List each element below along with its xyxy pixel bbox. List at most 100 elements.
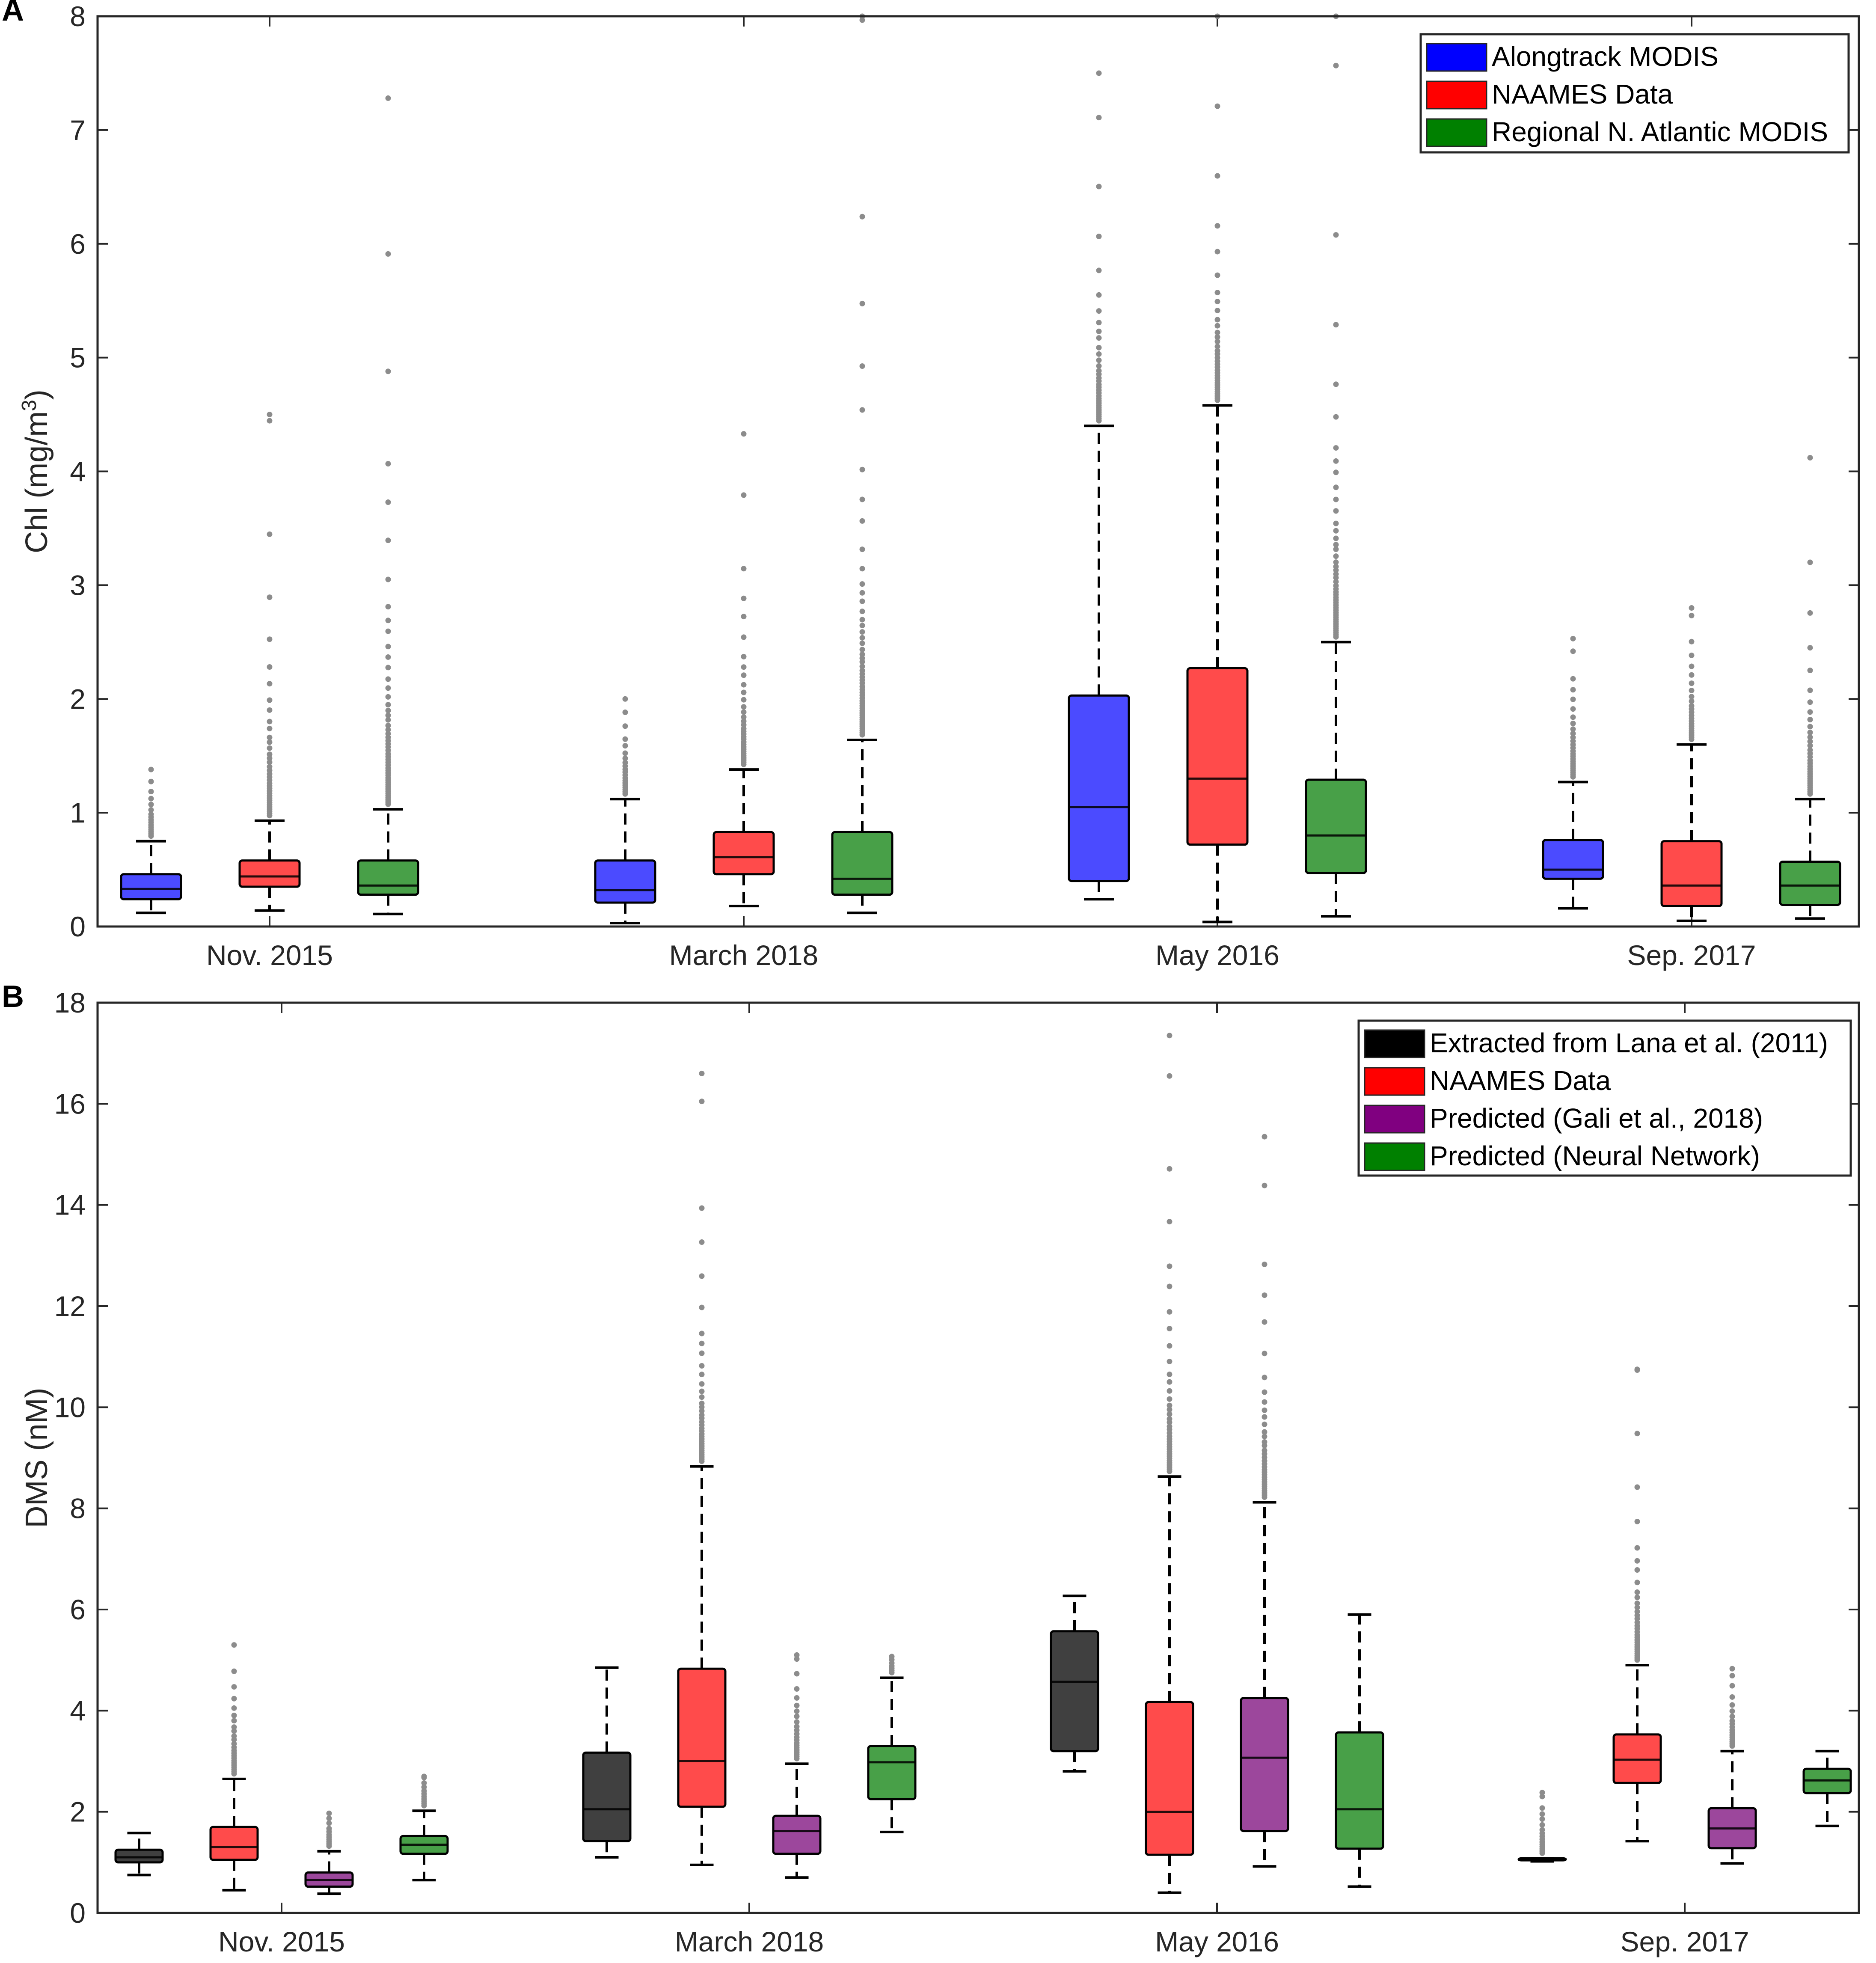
outlier-point: [622, 760, 628, 766]
x-tick-label: Nov. 2015: [218, 1926, 345, 1957]
outlier-point: [1167, 1402, 1172, 1408]
outlier-point: [1333, 458, 1339, 464]
outlier-point: [1262, 1319, 1267, 1325]
legend-label: NAAMES Data: [1492, 79, 1673, 110]
box-iqr: [1186, 667, 1249, 846]
outlier-point: [1807, 687, 1813, 693]
outlier-point: [1634, 1484, 1640, 1490]
outlier-point: [1214, 317, 1220, 323]
outlier-point: [1539, 1816, 1545, 1822]
outlier-point: [1570, 687, 1576, 693]
outlier-point: [231, 1684, 237, 1690]
outlier-point: [1689, 688, 1695, 694]
panel-letter: A: [2, 0, 24, 27]
outlier-point: [1214, 272, 1220, 278]
box-regional-n-atlantic-modis-2: [1305, 13, 1367, 918]
outlier-point: [267, 751, 273, 757]
box-iqr: [1240, 1697, 1289, 1832]
outlier-point: [1096, 320, 1102, 326]
outlier-point: [741, 697, 747, 703]
outlier-point: [1539, 1805, 1545, 1811]
box-predicted-neural-network--2: [1335, 1613, 1384, 1888]
y-tick-label: 18: [54, 987, 86, 1019]
box-predicted-neural-network--0: [399, 1773, 449, 1882]
outlier-point: [385, 644, 391, 650]
box-naames-data-0: [238, 412, 301, 912]
outlier-point: [699, 1412, 705, 1418]
box-regional-n-atlantic-modis-0: [357, 95, 419, 915]
outlier-point: [385, 707, 391, 713]
outlier-point: [741, 492, 747, 498]
outlier-point: [326, 1810, 332, 1816]
outlier-point: [385, 654, 391, 660]
box-predicted-neural-network--1: [867, 1654, 917, 1833]
box-iqr: [1305, 778, 1367, 874]
outlier-point: [1333, 542, 1339, 548]
outlier-point: [1689, 672, 1695, 678]
outlier-point: [231, 1741, 237, 1747]
outlier-point: [231, 1724, 237, 1730]
box-predicted-gali-et-al-2018--0: [304, 1810, 354, 1895]
box-iqr: [1145, 1701, 1194, 1856]
outlier-point: [1096, 363, 1102, 369]
outlier-point: [267, 707, 273, 713]
outlier-point: [859, 617, 865, 623]
outlier-point: [699, 1239, 705, 1245]
outlier-point: [267, 697, 273, 703]
outlier-point: [1689, 652, 1695, 658]
outlier-point: [1262, 1182, 1267, 1188]
outlier-point: [859, 629, 865, 635]
outlier-point: [1807, 559, 1813, 565]
outlier-point: [267, 412, 273, 418]
outlier-point: [794, 1719, 800, 1725]
outlier-point: [1167, 1309, 1172, 1315]
outlier-point: [741, 672, 747, 678]
outlier-point: [385, 694, 391, 700]
outlier-point: [1167, 1263, 1172, 1269]
outlier-point: [385, 604, 391, 610]
outlier-point: [1729, 1666, 1735, 1672]
outlier-point: [859, 640, 865, 646]
legend-swatch: [1364, 1067, 1425, 1096]
y-tick-label: 3: [70, 569, 86, 601]
outlier-point: [1689, 694, 1695, 700]
outlier-point: [385, 685, 391, 691]
outlier-point: [231, 1696, 237, 1702]
outlier-point: [1214, 323, 1220, 329]
outlier-point: [385, 538, 391, 543]
outlier-point: [741, 595, 747, 601]
outlier-point: [859, 581, 865, 587]
outlier-point: [1807, 709, 1813, 715]
outlier-point: [231, 1733, 237, 1739]
legend-label: NAAMES Data: [1430, 1065, 1611, 1096]
outlier-point: [1333, 559, 1339, 565]
legend-swatch: [1426, 118, 1487, 147]
box-iqr: [712, 831, 775, 876]
outlier-point: [859, 17, 865, 23]
legend: Extracted from Lana et al. (2011) NAAMES …: [1357, 1019, 1852, 1177]
outlier-point: [1167, 1396, 1172, 1402]
box-naames-data-3: [1612, 1366, 1662, 1843]
y-tick-label: 0: [70, 1897, 86, 1929]
outlier-point: [1333, 445, 1339, 451]
outlier-point: [1333, 579, 1339, 585]
outlier-point: [699, 1381, 705, 1387]
outlier-point: [1807, 742, 1813, 748]
outlier-point: [385, 702, 391, 708]
outlier-point: [231, 1705, 237, 1711]
box-alongtrack-modis-0: [120, 766, 182, 915]
outlier-point: [859, 300, 865, 306]
outlier-point: [859, 590, 865, 596]
legend-swatch: [1364, 1105, 1425, 1134]
outlier-point: [741, 704, 747, 710]
y-axis-label: DMS (nM): [20, 1388, 54, 1528]
outlier-point: [1167, 1326, 1172, 1332]
outlier-point: [1262, 1439, 1267, 1445]
outlier-point: [741, 653, 747, 659]
outlier-point: [326, 1820, 332, 1826]
box-naames-data-2: [1186, 13, 1249, 924]
outlier-point: [622, 736, 628, 742]
outlier-point: [1333, 535, 1339, 541]
outlier-point: [1167, 1033, 1172, 1039]
outlier-point: [385, 731, 391, 737]
